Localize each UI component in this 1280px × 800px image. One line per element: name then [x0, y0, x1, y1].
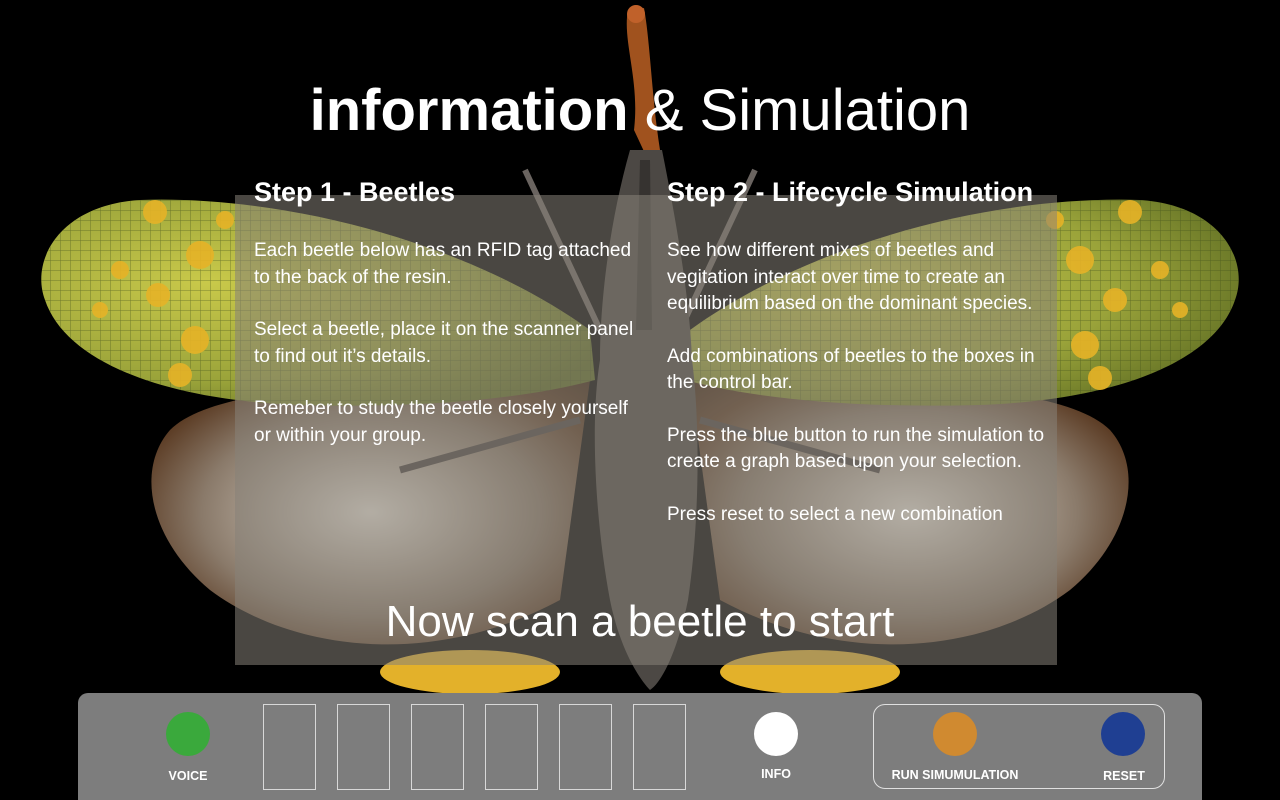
page-title-bold: information: [309, 78, 629, 143]
info-label: INFO: [761, 767, 791, 781]
step1-paragraph: Remeber to study the beetle closely your…: [254, 398, 628, 446]
step1-column: Step 1 - Beetles Each beetle below has a…: [254, 176, 649, 475]
instruction-panel-overlay: [235, 195, 1057, 665]
voice-button[interactable]: [166, 712, 210, 756]
simulation-controls-group: RUN SIMUMULATION RESET: [873, 704, 1165, 789]
step2-paragraph: Add combinations of beetles to the boxes…: [667, 345, 1035, 394]
reset-label: RESET: [1103, 769, 1145, 783]
step2-paragraph: Press the blue button to run the simulat…: [667, 424, 1045, 473]
step1-paragraph: Each beetle below has an RFID tag attach…: [254, 240, 632, 288]
run-simulation-label: RUN SIMUMULATION: [891, 768, 1019, 782]
control-bar: VOICE INFO RUN SIMUMULATION RESET: [78, 693, 1202, 800]
step2-paragraph: Press reset to select a new combination: [667, 503, 1003, 525]
step2-column: Step 2 - Lifecycle Simulation See how di…: [667, 176, 1047, 554]
run-simulation-button[interactable]: [933, 712, 977, 756]
beetle-slot-6[interactable]: [633, 704, 686, 790]
beetle-slot-4[interactable]: [485, 704, 538, 790]
step2-paragraph: See how different mixes of beetles and v…: [667, 240, 1033, 314]
step1-heading: Step 1 - Beetles: [254, 177, 456, 207]
info-button[interactable]: [754, 712, 798, 756]
scan-prompt: Now scan a beetle to start: [385, 597, 895, 646]
beetle-slot-2[interactable]: [337, 704, 390, 790]
beetle-slot-5[interactable]: [559, 704, 612, 790]
page-title-rest: & Simulation: [644, 78, 971, 143]
voice-label: VOICE: [168, 769, 208, 783]
beetle-slot-3[interactable]: [411, 704, 464, 790]
beetle-slot-1[interactable]: [263, 704, 316, 790]
step2-heading: Step 2 - Lifecycle Simulation: [667, 177, 1034, 207]
step1-paragraph: Select a beetle, place it on the scanner…: [254, 319, 634, 367]
page-title: information & Simulation: [0, 78, 1280, 144]
reset-button[interactable]: [1101, 712, 1145, 756]
